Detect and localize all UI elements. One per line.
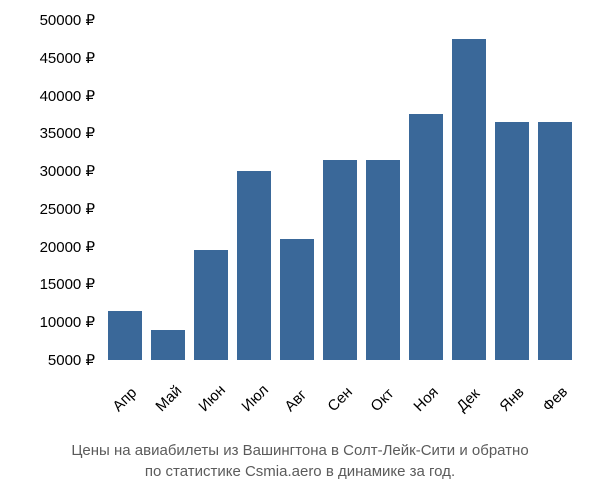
chart-caption: Цены на авиабилеты из Вашингтона в Солт-… xyxy=(0,440,600,482)
y-tick-label: 10000 ₽ xyxy=(10,313,95,331)
y-axis: 5000 ₽10000 ₽15000 ₽20000 ₽25000 ₽30000 … xyxy=(10,20,95,360)
bars-group xyxy=(100,20,580,360)
bar xyxy=(151,330,185,360)
bar xyxy=(452,39,486,360)
plot-area xyxy=(100,20,580,360)
y-tick-label: 20000 ₽ xyxy=(10,238,95,256)
bar xyxy=(108,311,142,360)
y-tick-label: 45000 ₽ xyxy=(10,49,95,67)
bar xyxy=(280,239,314,360)
bar xyxy=(194,250,228,360)
caption-line-2: по статистике Csmia.aero в динамике за г… xyxy=(0,461,600,482)
price-chart: 5000 ₽ 10000 ₽ 15000 ₽ 20000 ₽ 25000 ₽ 30000 … xyxy=(10,20,590,440)
y-tick-label: 5000 ₽ xyxy=(10,351,95,369)
bar xyxy=(409,114,443,360)
y-tick-label: 40000 ₽ xyxy=(10,87,95,105)
y-tick-label: 15000 ₽ xyxy=(10,275,95,293)
y-tick-label: 35000 ₽ xyxy=(10,124,95,142)
bar xyxy=(237,171,271,360)
x-axis: АпрМайИюнИюлАвгСенОктНояДекЯнвФев xyxy=(100,362,580,422)
y-tick-label: 25000 ₽ xyxy=(10,200,95,218)
y-tick-label: 50000 ₽ xyxy=(10,11,95,29)
bar xyxy=(323,160,357,360)
bar xyxy=(366,160,400,360)
caption-line-1: Цены на авиабилеты из Вашингтона в Солт-… xyxy=(0,440,600,461)
bar xyxy=(538,122,572,360)
y-tick-label: 30000 ₽ xyxy=(10,162,95,180)
bar xyxy=(495,122,529,360)
